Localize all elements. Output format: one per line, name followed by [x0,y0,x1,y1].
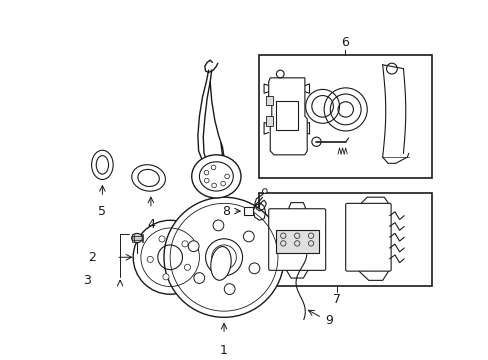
Circle shape [248,263,259,274]
Circle shape [159,236,165,242]
Ellipse shape [210,247,231,280]
Circle shape [213,220,224,231]
Ellipse shape [131,165,165,191]
Text: 5: 5 [98,205,106,218]
Bar [276,101,297,130]
Ellipse shape [91,150,113,180]
Bar [244,207,253,215]
Circle shape [184,264,190,270]
Text: 8: 8 [222,204,230,217]
FancyBboxPatch shape [345,203,390,271]
Circle shape [163,274,169,280]
Text: 3: 3 [83,274,91,287]
Circle shape [188,241,199,252]
Bar [275,230,318,253]
Circle shape [297,352,304,359]
Circle shape [182,241,188,247]
Text: 7: 7 [332,293,340,306]
Circle shape [205,239,242,276]
Text: 9: 9 [325,314,333,327]
Text: 1: 1 [220,343,227,356]
Bar [258,193,431,286]
Bar [266,95,272,105]
Bar [258,55,431,178]
Text: 4: 4 [147,218,155,231]
Text: 2: 2 [87,251,95,264]
Text: 6: 6 [341,36,348,49]
Circle shape [243,231,254,242]
Circle shape [147,256,153,262]
Circle shape [193,273,204,283]
Bar [132,234,133,242]
Circle shape [262,189,266,193]
FancyBboxPatch shape [268,209,325,270]
Polygon shape [268,78,306,155]
Circle shape [163,197,284,317]
Ellipse shape [131,233,142,243]
Bar [266,116,272,126]
Ellipse shape [191,155,241,198]
Circle shape [224,284,235,294]
Circle shape [133,220,207,294]
